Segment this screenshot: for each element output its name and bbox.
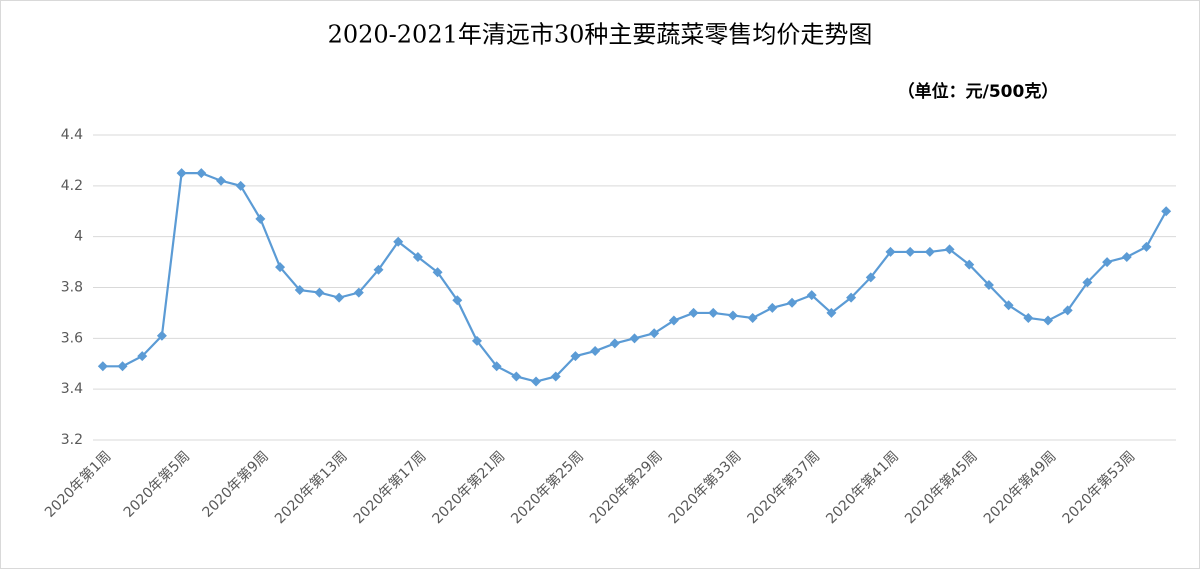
marker	[570, 351, 581, 362]
marker	[176, 168, 187, 179]
marker	[708, 307, 719, 318]
y-tick-label: 3.8	[61, 280, 83, 296]
marker	[688, 307, 699, 318]
marker	[314, 287, 325, 298]
marker	[846, 292, 857, 303]
marker	[97, 361, 108, 372]
marker	[412, 252, 423, 262]
marker	[609, 338, 620, 349]
marker	[471, 335, 482, 346]
marker	[137, 351, 148, 362]
marker	[275, 262, 286, 273]
marker	[432, 267, 443, 278]
marker	[156, 330, 167, 341]
marker	[373, 264, 384, 275]
marker	[491, 361, 502, 372]
marker	[924, 246, 935, 257]
marker	[1003, 300, 1014, 311]
marker	[885, 246, 896, 257]
marker	[944, 244, 955, 255]
marker	[531, 376, 542, 387]
marker	[294, 285, 305, 296]
marker	[1023, 313, 1034, 323]
marker	[393, 236, 404, 247]
marker	[353, 287, 364, 298]
y-tick-label: 4.2	[61, 178, 83, 194]
marker	[865, 272, 876, 283]
marker	[1043, 315, 1054, 326]
marker	[196, 168, 207, 179]
y-tick-label: 3.6	[61, 330, 83, 346]
marker	[590, 346, 601, 357]
y-tick-label: 4.4	[61, 127, 83, 143]
marker	[668, 315, 679, 326]
marker	[1121, 252, 1132, 262]
marker	[117, 361, 128, 372]
marker	[747, 313, 758, 323]
marker	[649, 328, 660, 339]
marker	[826, 307, 837, 318]
y-tick-label: 3.4	[61, 381, 83, 397]
marker	[727, 310, 738, 321]
marker	[255, 213, 266, 224]
marker	[1161, 206, 1172, 217]
marker	[767, 302, 778, 313]
chart-subtitle: （单位：元/500克）	[898, 81, 1059, 102]
marker	[334, 292, 345, 303]
marker	[964, 259, 975, 270]
marker	[983, 279, 994, 290]
marker	[787, 297, 798, 308]
marker	[215, 175, 226, 186]
marker	[235, 180, 246, 191]
marker	[806, 290, 817, 301]
marker	[629, 333, 640, 344]
y-tick-label: 4	[74, 229, 83, 245]
marker	[550, 371, 561, 382]
marker	[1141, 241, 1152, 252]
marker	[511, 371, 522, 382]
marker	[1102, 257, 1113, 268]
marker	[1082, 277, 1093, 288]
y-tick-label: 3.2	[61, 432, 83, 448]
marker	[1062, 305, 1073, 316]
chart-title: 2020-2021年清远市30种主要蔬菜零售均价走势图	[328, 21, 873, 49]
marker	[905, 246, 916, 257]
marker	[452, 295, 463, 306]
